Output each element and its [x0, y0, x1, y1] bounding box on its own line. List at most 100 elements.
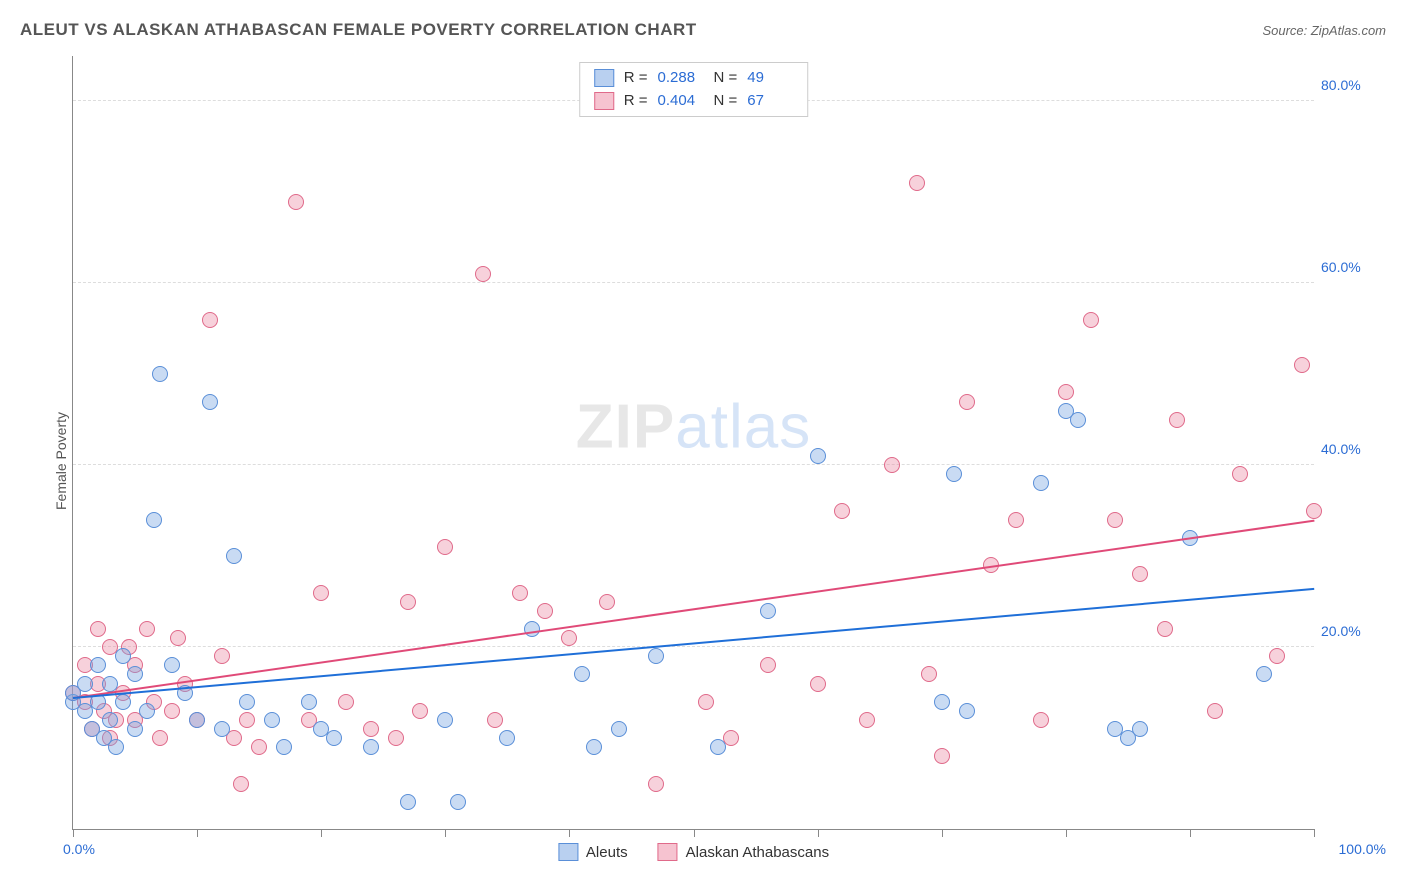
legend-stats: R =0.288N =49R =0.404N =67	[579, 62, 809, 117]
data-point	[108, 739, 124, 755]
data-point	[115, 648, 131, 664]
data-point	[1169, 412, 1185, 428]
x-tick	[569, 829, 570, 837]
data-point	[574, 666, 590, 682]
data-point	[599, 594, 615, 610]
n-value: 67	[747, 90, 793, 113]
data-point	[233, 776, 249, 792]
data-point	[102, 712, 118, 728]
legend-label: Aleuts	[586, 844, 628, 861]
data-point	[710, 739, 726, 755]
data-point	[288, 194, 304, 210]
data-point	[1033, 475, 1049, 491]
data-point	[760, 657, 776, 673]
r-value: 0.288	[658, 67, 704, 90]
x-tick	[197, 829, 198, 837]
data-point	[214, 648, 230, 664]
data-point	[437, 539, 453, 555]
trend-line	[73, 520, 1314, 699]
data-point	[276, 739, 292, 755]
data-point	[648, 648, 664, 664]
data-point	[611, 721, 627, 737]
y-axis-label: Female Poverty	[53, 412, 69, 510]
data-point	[946, 466, 962, 482]
x-tick	[445, 829, 446, 837]
data-point	[152, 730, 168, 746]
data-point	[326, 730, 342, 746]
data-point	[264, 712, 280, 728]
data-point	[810, 448, 826, 464]
data-point	[1132, 721, 1148, 737]
data-point	[90, 657, 106, 673]
data-point	[202, 394, 218, 410]
data-point	[1058, 384, 1074, 400]
data-point	[1207, 703, 1223, 719]
data-point	[450, 794, 466, 810]
data-point	[1083, 312, 1099, 328]
x-tick	[942, 829, 943, 837]
data-point	[487, 712, 503, 728]
data-point	[537, 603, 553, 619]
data-point	[834, 503, 850, 519]
data-point	[1157, 621, 1173, 637]
data-point	[152, 366, 168, 382]
data-point	[648, 776, 664, 792]
data-point	[698, 694, 714, 710]
legend-swatch	[594, 69, 614, 87]
r-label: R =	[624, 67, 648, 90]
data-point	[810, 676, 826, 692]
data-point	[934, 694, 950, 710]
trend-line	[73, 588, 1314, 699]
data-point	[884, 457, 900, 473]
data-point	[524, 621, 540, 637]
data-point	[400, 594, 416, 610]
data-point	[239, 694, 255, 710]
data-point	[170, 630, 186, 646]
y-tick-label: 40.0%	[1321, 441, 1376, 457]
data-point	[934, 748, 950, 764]
x-tick	[1190, 829, 1191, 837]
y-tick-label: 80.0%	[1321, 77, 1376, 93]
x-axis-min-label: 0.0%	[63, 841, 95, 857]
gridline	[73, 464, 1314, 465]
chart-title: ALEUT VS ALASKAN ATHABASCAN FEMALE POVER…	[20, 20, 697, 40]
data-point	[1294, 357, 1310, 373]
data-point	[313, 585, 329, 601]
x-tick	[1066, 829, 1067, 837]
data-point	[202, 312, 218, 328]
chart-container: Female Poverty ZIPatlas R =0.288N =49R =…	[20, 50, 1386, 872]
legend-swatch	[558, 843, 578, 861]
x-tick	[818, 829, 819, 837]
data-point	[499, 730, 515, 746]
gridline	[73, 282, 1314, 283]
data-point	[1008, 512, 1024, 528]
data-point	[363, 739, 379, 755]
data-point	[561, 630, 577, 646]
plot-area: ZIPatlas R =0.288N =49R =0.404N =67 0.0%…	[72, 56, 1314, 830]
data-point	[437, 712, 453, 728]
data-point	[1306, 503, 1322, 519]
data-point	[1107, 512, 1123, 528]
n-label: N =	[714, 90, 738, 113]
data-point	[90, 621, 106, 637]
gridline	[73, 646, 1314, 647]
legend-item: Alaskan Athabascans	[658, 843, 829, 861]
data-point	[1256, 666, 1272, 682]
data-point	[586, 739, 602, 755]
x-axis-max-label: 100.0%	[1339, 841, 1386, 857]
data-point	[909, 175, 925, 191]
data-point	[301, 694, 317, 710]
legend-swatch	[658, 843, 678, 861]
data-point	[102, 676, 118, 692]
source-label: Source: ZipAtlas.com	[1262, 23, 1386, 38]
legend-series: Aleuts Alaskan Athabascans	[558, 843, 829, 861]
data-point	[400, 794, 416, 810]
data-point	[164, 703, 180, 719]
data-point	[139, 621, 155, 637]
data-point	[146, 512, 162, 528]
data-point	[77, 676, 93, 692]
data-point	[1232, 466, 1248, 482]
x-tick	[1314, 829, 1315, 837]
r-value: 0.404	[658, 90, 704, 113]
x-tick	[694, 829, 695, 837]
